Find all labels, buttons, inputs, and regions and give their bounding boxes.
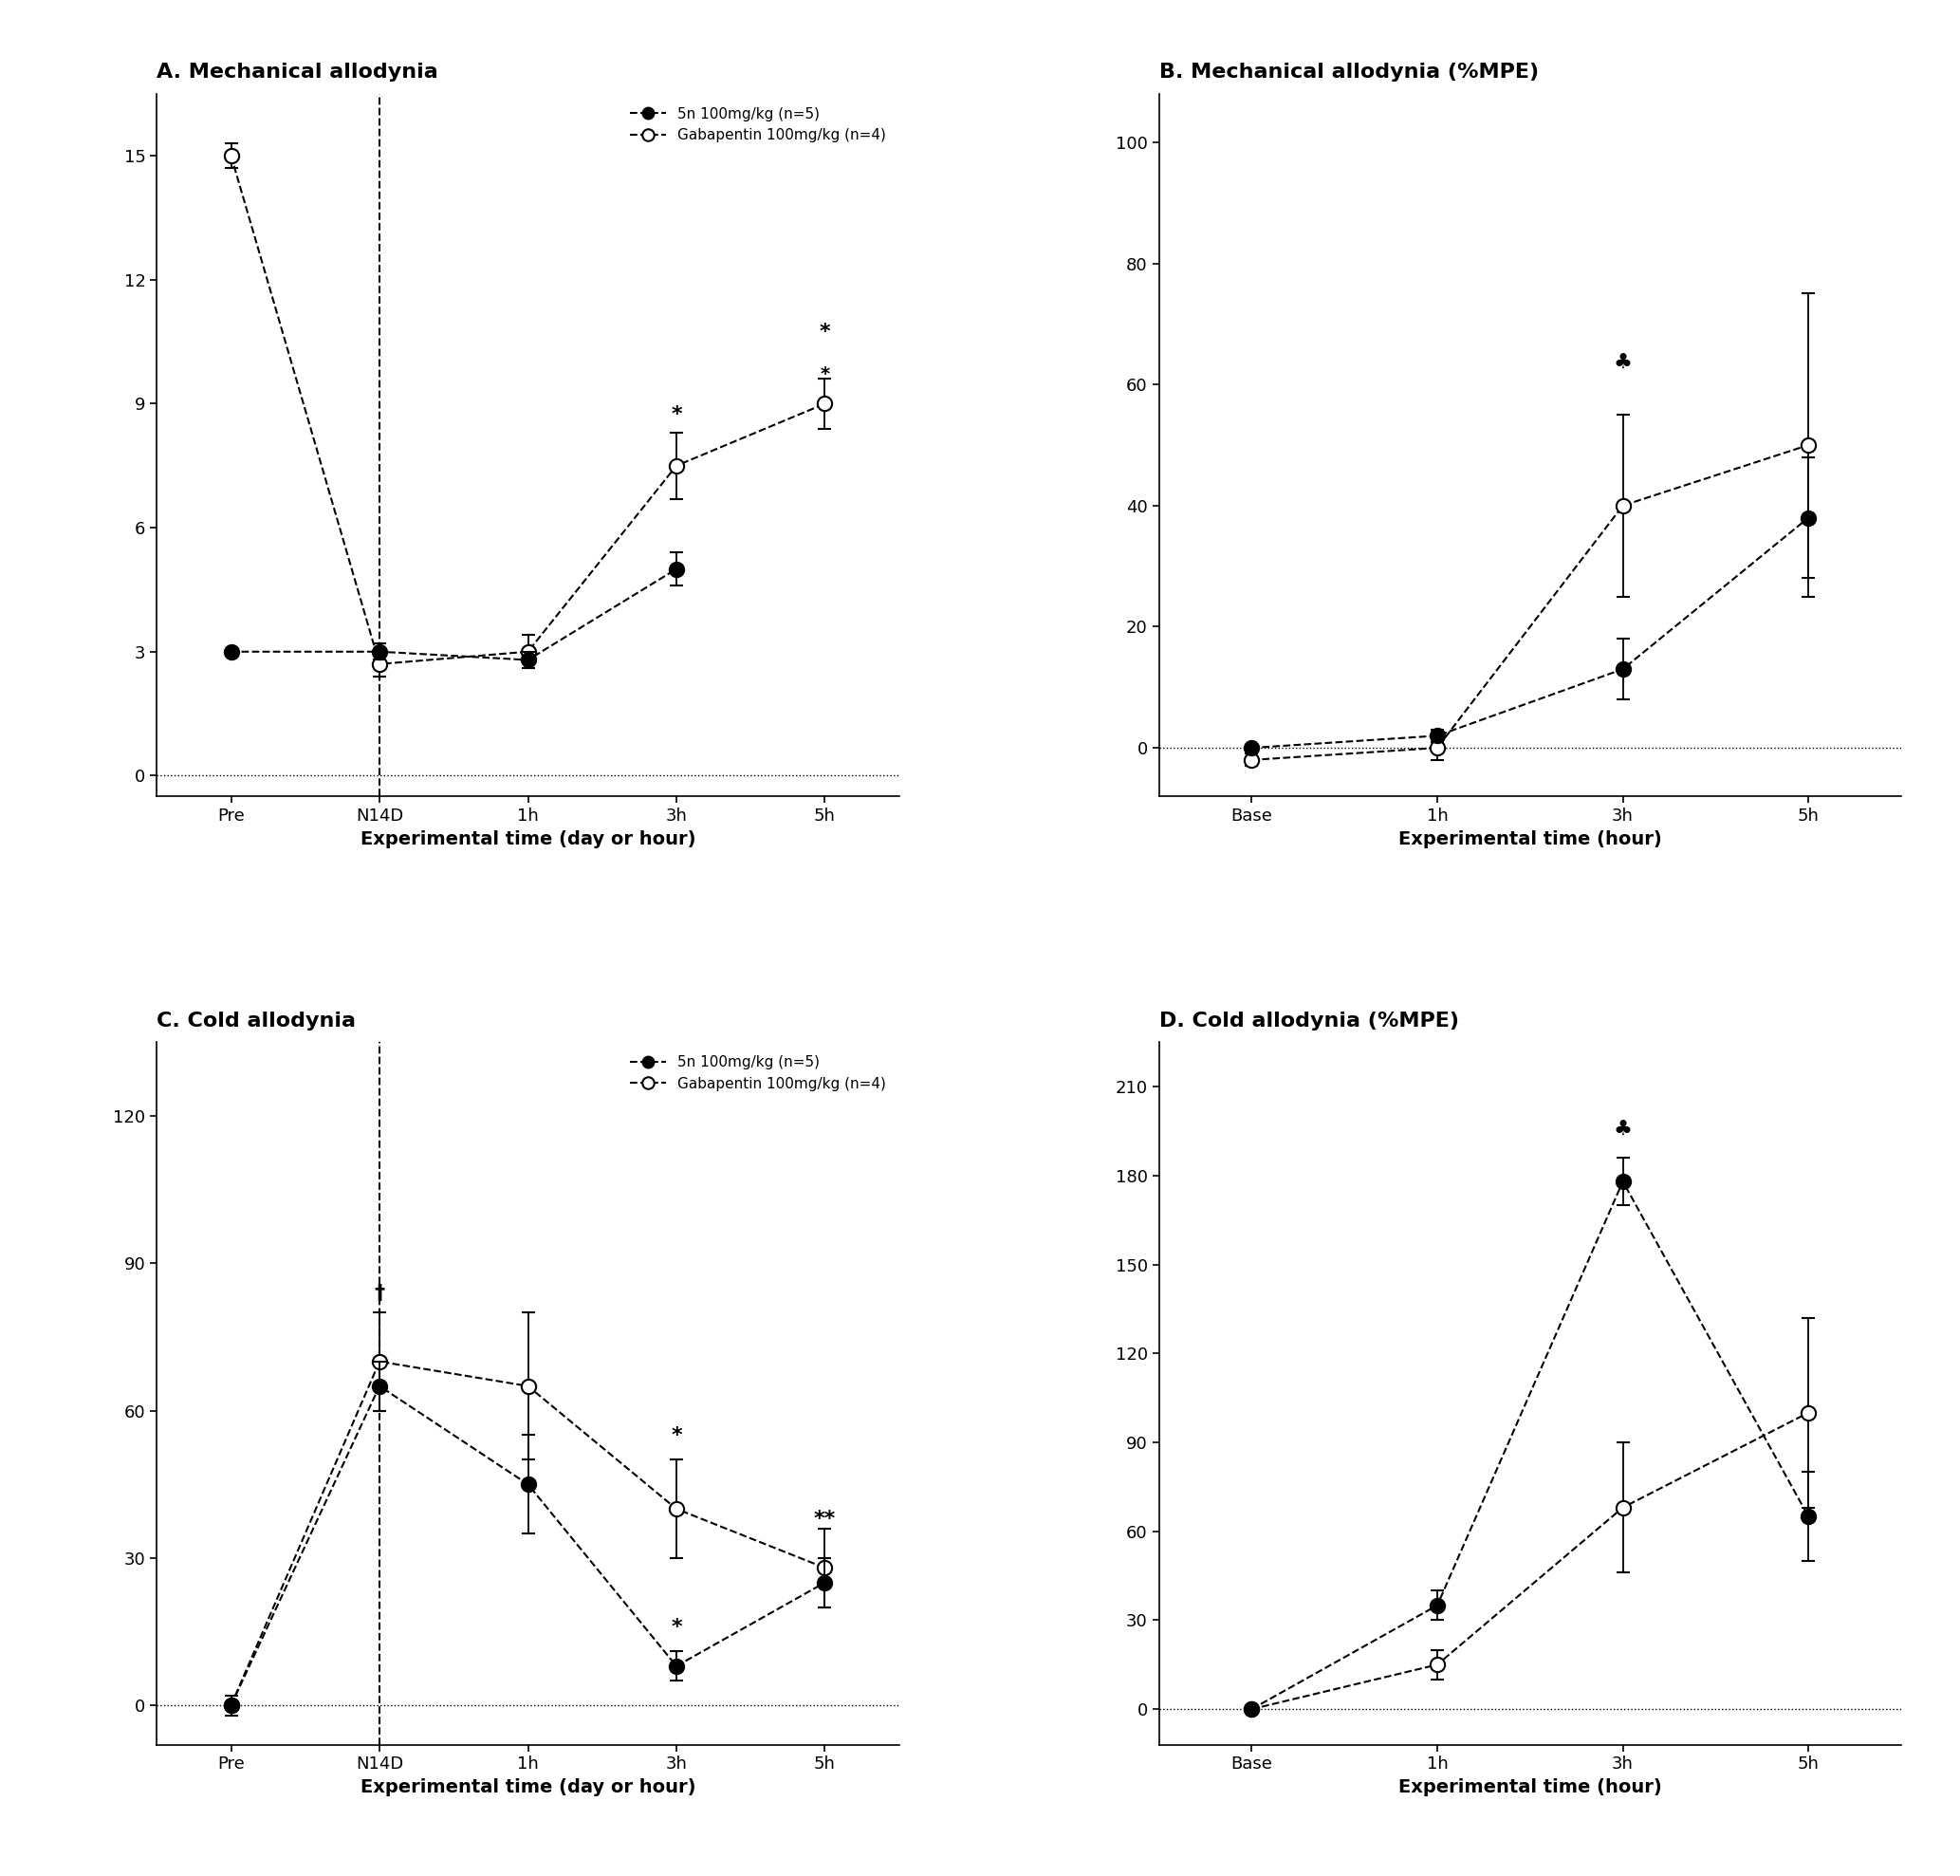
Text: C. Cold allodynia: C. Cold allodynia (157, 1011, 357, 1030)
Text: ♣: ♣ (1613, 353, 1633, 371)
X-axis label: Experimental time (day or hour): Experimental time (day or hour) (361, 829, 696, 848)
Legend: 5n 100mg/kg (n=5), Gabapentin 100mg/kg (n=4): 5n 100mg/kg (n=5), Gabapentin 100mg/kg (… (623, 101, 892, 148)
X-axis label: Experimental time (hour): Experimental time (hour) (1397, 1778, 1662, 1795)
Text: †: † (374, 1283, 384, 1302)
X-axis label: Experimental time (hour): Experimental time (hour) (1397, 829, 1662, 848)
Text: *: * (670, 1426, 682, 1445)
Text: *: * (819, 366, 829, 383)
Text: *: * (819, 323, 831, 341)
Text: D. Cold allodynia (%MPE): D. Cold allodynia (%MPE) (1158, 1011, 1458, 1030)
X-axis label: Experimental time (day or hour): Experimental time (day or hour) (361, 1778, 696, 1795)
Text: *: * (670, 1617, 682, 1636)
Text: **: ** (813, 1510, 835, 1529)
Text: B. Mechanical allodynia (%MPE): B. Mechanical allodynia (%MPE) (1158, 62, 1539, 83)
Text: ♣: ♣ (1613, 1122, 1633, 1141)
Legend: 5n 100mg/kg (n=5), Gabapentin 100mg/kg (n=4): 5n 100mg/kg (n=5), Gabapentin 100mg/kg (… (623, 1049, 892, 1097)
Text: *: * (670, 405, 682, 424)
Text: A. Mechanical allodynia: A. Mechanical allodynia (157, 62, 439, 83)
